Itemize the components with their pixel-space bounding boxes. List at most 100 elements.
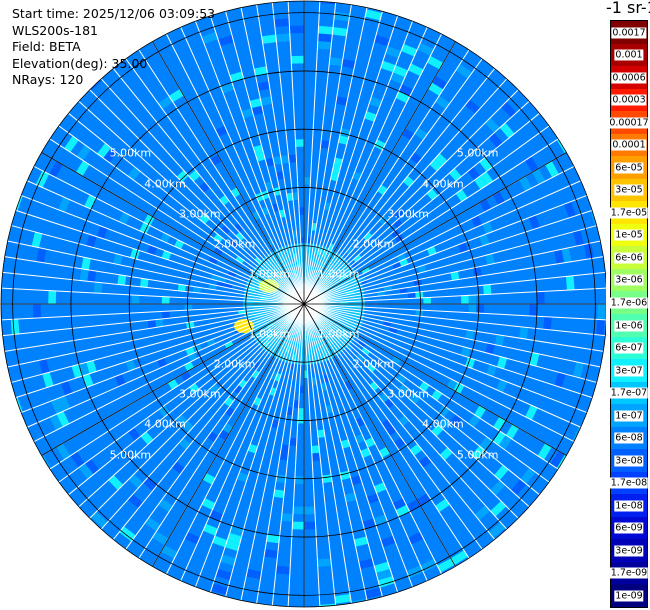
range-gate bbox=[311, 445, 320, 454]
range-gate bbox=[266, 64, 280, 74]
colorbar-cell: 1.7e-06 bbox=[609, 291, 649, 315]
range-gate bbox=[266, 238, 274, 247]
range-gate bbox=[423, 297, 432, 304]
range-gate bbox=[17, 196, 30, 214]
range-label: 3.00km bbox=[387, 387, 429, 401]
azimuth-spoke bbox=[41, 303, 305, 456]
range-gate bbox=[399, 287, 408, 294]
range-gate bbox=[434, 267, 444, 277]
ray-gap bbox=[209, 15, 305, 305]
ray-gap bbox=[303, 68, 496, 305]
range-gate bbox=[209, 383, 220, 394]
range-gate bbox=[589, 288, 598, 304]
colorbar-tick-label: 1e-08 bbox=[614, 500, 644, 512]
range-gate bbox=[224, 121, 237, 133]
range-gate bbox=[263, 239, 271, 249]
range-gate bbox=[292, 407, 299, 416]
range-gate bbox=[158, 165, 172, 179]
ray-gap bbox=[303, 33, 443, 305]
colorbar-tick-label: 1.7e-09 bbox=[609, 567, 649, 579]
range-gate bbox=[118, 332, 128, 344]
range-gate bbox=[356, 353, 365, 362]
range-gate bbox=[394, 455, 407, 467]
range-gate bbox=[246, 569, 262, 580]
range-gate bbox=[453, 382, 465, 395]
range-gate bbox=[556, 262, 566, 278]
range-gate bbox=[69, 420, 83, 436]
range-gate bbox=[443, 185, 456, 199]
ray-gap bbox=[2, 303, 305, 337]
range-gate bbox=[496, 379, 508, 393]
range-gate bbox=[215, 568, 232, 581]
ray-gap bbox=[240, 7, 305, 305]
range-gate bbox=[180, 127, 194, 140]
range-gate bbox=[75, 160, 90, 177]
range-gate bbox=[292, 78, 304, 87]
range-gate bbox=[418, 455, 432, 469]
range-gate bbox=[474, 175, 487, 190]
start-time-text: Start time: 2025/12/06 03:09:53 bbox=[12, 6, 216, 21]
ray-gap bbox=[303, 194, 588, 305]
ray-gap bbox=[303, 303, 483, 550]
range-gate bbox=[545, 160, 559, 178]
range-gate bbox=[249, 98, 262, 109]
range-gate bbox=[49, 160, 63, 178]
range-gate bbox=[142, 477, 158, 492]
range-gate bbox=[361, 266, 370, 274]
range-gate bbox=[490, 480, 506, 496]
ray-gap bbox=[303, 303, 559, 470]
range-gate bbox=[176, 297, 185, 304]
hotspot-echo bbox=[234, 319, 254, 333]
range-gate bbox=[128, 78, 145, 94]
range-gate bbox=[392, 219, 403, 229]
range-gate bbox=[184, 531, 200, 545]
range-gate bbox=[554, 372, 566, 388]
ray-gap bbox=[303, 240, 601, 305]
colorbar-tick-label: 3e-08 bbox=[614, 455, 644, 467]
range-gate bbox=[486, 399, 499, 413]
range-gate bbox=[75, 107, 92, 124]
range-gate bbox=[158, 95, 173, 110]
range-gate bbox=[500, 490, 517, 507]
range-gate bbox=[408, 63, 424, 77]
range-gate bbox=[127, 494, 144, 509]
ray-gap bbox=[303, 303, 508, 530]
range-gate bbox=[437, 311, 446, 319]
colorbar-cell: 3e-07 bbox=[611, 359, 647, 383]
ray-gap bbox=[33, 303, 305, 443]
range-gate bbox=[19, 259, 29, 275]
range-gate bbox=[486, 181, 500, 196]
range-gate bbox=[254, 246, 263, 255]
range-gate bbox=[338, 135, 349, 145]
ray-gap bbox=[303, 303, 321, 607]
ray-gap bbox=[303, 303, 582, 428]
range-gate bbox=[529, 352, 540, 367]
range-gate bbox=[442, 160, 455, 174]
range-gate bbox=[304, 10, 320, 19]
colorbar-cell: 6e-09 bbox=[611, 516, 647, 540]
range-gate bbox=[479, 436, 493, 451]
ray-gap bbox=[2, 271, 305, 305]
range-gate bbox=[374, 201, 384, 212]
range-gate bbox=[532, 227, 544, 242]
range-gate bbox=[500, 101, 517, 118]
ray-gap bbox=[303, 303, 604, 352]
range-gate bbox=[195, 378, 206, 389]
range-gate bbox=[181, 22, 199, 36]
colorbar-tick-label: 0.001 bbox=[614, 49, 644, 61]
range-gate bbox=[189, 455, 202, 468]
range-gate bbox=[260, 571, 276, 582]
range-gate bbox=[525, 404, 538, 421]
range-gate bbox=[158, 134, 172, 148]
ray-gap bbox=[303, 256, 604, 305]
range-gate bbox=[443, 173, 456, 186]
range-gate bbox=[234, 244, 244, 253]
ray-gap bbox=[303, 15, 399, 305]
range-gate bbox=[337, 368, 345, 377]
ray-gap bbox=[303, 20, 414, 305]
range-gate bbox=[131, 535, 149, 551]
range-gate bbox=[291, 55, 304, 64]
ray-gap bbox=[15, 209, 305, 305]
colorbar-cell: 3e-08 bbox=[611, 449, 647, 473]
ray-gap bbox=[112, 303, 305, 540]
